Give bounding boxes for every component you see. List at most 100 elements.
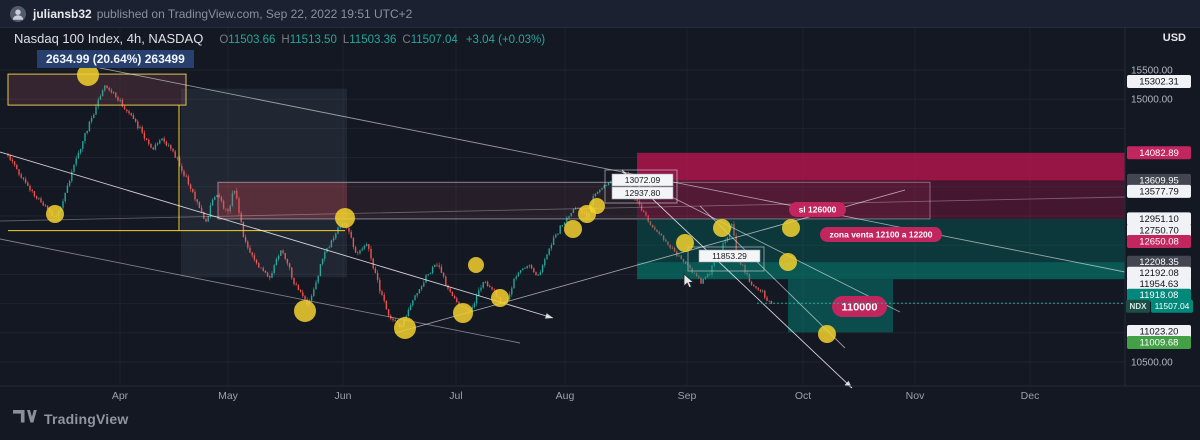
resistance-zone-soft-zone[interactable] (637, 180, 1125, 219)
annotation-box[interactable] (604, 169, 678, 204)
trend-line[interactable] (621, 169, 853, 389)
change-value: +3.04 (+0.03%) (465, 34, 546, 46)
axis-month-label: Dec (1021, 390, 1040, 402)
symbol-title[interactable]: Nasdaq 100 Index, 4h, NASDAQ (14, 31, 204, 46)
highlight-circle[interactable] (294, 300, 316, 322)
highlight-circle[interactable] (394, 317, 416, 339)
axis-price-badge (1127, 324, 1191, 338)
username[interactable]: juliansb32 (33, 6, 92, 21)
svg-text:11507.04: 11507.04 (1155, 301, 1190, 311)
axis-price-badge (1127, 173, 1191, 187)
highlight-circle[interactable] (818, 325, 836, 343)
trend-line[interactable] (69, 61, 1126, 273)
resistance-zone-strong-zone[interactable] (637, 152, 1125, 181)
highlight-circle[interactable] (491, 289, 509, 307)
annotation-box[interactable] (687, 246, 765, 272)
currency-label[interactable]: USD (1162, 32, 1186, 44)
time-axis[interactable]: Apr May Jun Jul Aug Sep Oct Nov Dec (112, 390, 1040, 402)
trend-line[interactable] (0, 238, 521, 344)
note-pill[interactable] (820, 227, 942, 242)
topbar: juliansb32 published on TradingView.com,… (0, 0, 1200, 28)
axis-price-badge (1127, 224, 1191, 238)
svg-text:11023.20: 11023.20 (1140, 326, 1179, 337)
tradingview-footer[interactable]: TradingView (12, 406, 128, 431)
axis-price-badge (1127, 212, 1191, 226)
price-callout[interactable] (611, 173, 674, 187)
highlight-circle[interactable] (453, 303, 473, 323)
price-label-boxes[interactable]: 13072.09 12937.80 11853.29 (604, 169, 765, 272)
svg-text:13072.09: 13072.09 (625, 175, 661, 185)
axis-price-label: 15500.00 (1131, 65, 1173, 76)
highlight-circle[interactable] (468, 257, 484, 273)
svg-text:14082.89: 14082.89 (1139, 148, 1179, 159)
svg-text:15302.31: 15302.31 (1139, 77, 1179, 88)
axis-price-label: 10500.00 (1131, 357, 1173, 368)
note-pill[interactable] (832, 296, 887, 317)
axis-month-label: Nov (906, 390, 925, 402)
axis-price-badge (1127, 266, 1191, 280)
svg-text:110000: 110000 (841, 301, 877, 313)
highlight-circles[interactable] (46, 64, 836, 343)
trend-line[interactable] (0, 196, 1126, 222)
svg-text:12951.10: 12951.10 (1139, 214, 1179, 225)
drawing-zones[interactable] (7, 73, 1125, 333)
axis-price-label: 15000.00 (1131, 95, 1173, 106)
axis-price-badge (1127, 288, 1191, 302)
highlight-circle[interactable] (46, 205, 64, 223)
axis-month-label: Apr (112, 390, 129, 402)
svg-text:zona venta 12100 a 12200: zona venta 12100 a 12200 (829, 230, 932, 240)
demand-zone-strong-zone[interactable] (637, 262, 1125, 280)
highlight-circle[interactable] (676, 234, 694, 252)
axis-month-label: May (218, 390, 239, 402)
svg-text:11853.29: 11853.29 (712, 251, 747, 261)
gray-measure-box-zone[interactable] (181, 88, 347, 278)
highlight-circle[interactable] (335, 208, 355, 228)
axis-month-label: Sep (678, 390, 697, 402)
svg-text:13577.79: 13577.79 (1139, 186, 1179, 197)
chart-legend: Nasdaq 100 Index, 4h, NASDAQ O11503.66 H1… (14, 31, 545, 68)
highlight-circle[interactable] (589, 198, 605, 214)
trend-line-arrowhead (545, 313, 553, 319)
ohlc-values: O11503.66 H11513.50 L11503.36 C11507.04 (219, 34, 458, 46)
axis-price-badge (1127, 235, 1191, 249)
trend-line[interactable] (0, 151, 554, 319)
highlight-circle[interactable] (782, 219, 800, 237)
svg-text:NDX: NDX (1130, 302, 1148, 311)
axis-price-badge (1127, 335, 1191, 349)
axis-month-label: Aug (556, 390, 575, 402)
axis-month-label: Jul (449, 390, 462, 402)
svg-text:sl 126000: sl 126000 (799, 205, 837, 215)
svg-text:12750.70: 12750.70 (1139, 226, 1179, 237)
supply-band-left-zone[interactable] (218, 182, 347, 219)
svg-text:11954.63: 11954.63 (1140, 279, 1179, 290)
svg-text:12208.35: 12208.35 (1139, 257, 1179, 268)
measure-label: 2634.99 (20.64%) 263499 (37, 50, 194, 68)
axis-price-badge (1127, 255, 1191, 269)
axis-price-badge (1151, 299, 1193, 313)
axis-price-badge (1127, 75, 1191, 89)
svg-text:12192.08: 12192.08 (1139, 268, 1179, 279)
svg-text:11918.08: 11918.08 (1140, 290, 1179, 301)
svg-text:12650.08: 12650.08 (1139, 237, 1179, 248)
note-pill[interactable] (789, 202, 846, 217)
svg-text:12937.80: 12937.80 (625, 188, 661, 198)
tradingview-brand-text: TradingView (44, 410, 129, 427)
published-text: published on TradingView.com, Sep 22, 20… (96, 6, 413, 21)
highlight-circle[interactable] (77, 64, 99, 86)
axis-price-badge (1127, 146, 1191, 160)
axis-symbol-chip (1126, 299, 1150, 313)
price-callout[interactable] (698, 249, 761, 263)
axis-month-label: Oct (795, 390, 811, 402)
price-callout[interactable] (611, 186, 674, 200)
highlight-circle[interactable] (564, 220, 582, 238)
mouse-cursor-icon (683, 273, 695, 289)
tradingview-logo-icon (12, 406, 38, 431)
highlight-circle[interactable] (779, 253, 797, 271)
axis-price-badge (1127, 277, 1191, 291)
user-avatar-icon[interactable] (10, 5, 26, 22)
highlight-circle[interactable] (713, 219, 731, 237)
note-pills[interactable]: sl 126000 zona venta 12100 a 12200 110000 (789, 202, 942, 317)
